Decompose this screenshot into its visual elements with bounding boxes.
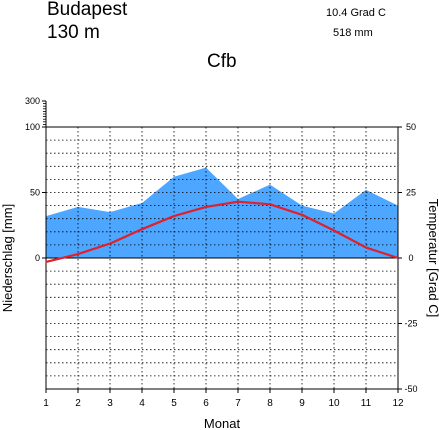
temperature-point [173,215,175,217]
temperature-point [141,228,143,230]
y-tick-label-right: -50 [404,384,417,394]
x-tick-label: 4 [139,398,145,409]
precipitation-area [46,167,398,258]
grid-layer [46,127,398,389]
annual-precipitation: 518 mm [333,27,373,39]
y-axis-label-left: Niederschlag [mm] [0,204,15,312]
y-tick-label-left: 0 [35,253,40,263]
temperature-point [77,253,79,255]
y-tick-label-left: 300 [25,96,40,106]
x-tick-label: 7 [235,398,241,409]
x-tick-label: 8 [267,398,273,409]
precipitation-area-layer [45,167,399,258]
temperature-point [269,203,271,206]
y-tick-label-left: 50 [30,188,40,198]
temperature-point [301,213,303,216]
y-axis-label-right: Temperatur [Grad C] [426,199,439,318]
mean-temperature: 10.4 Grad C [326,7,386,19]
x-tick-label: 3 [107,398,113,409]
x-tick-label: 1 [43,398,49,409]
y-tick-label-right: -25 [404,319,417,329]
x-tick-label: 12 [392,398,404,409]
y-tick-label-left: 100 [25,122,40,132]
x-tick-label: 2 [75,398,81,409]
temperature-line [45,200,399,263]
temperature-point [45,261,47,263]
y-tick-label-right: 0 [408,253,413,263]
station-name: Budapest [47,0,128,20]
x-tick-label: 6 [203,398,209,409]
temperature-point [237,200,239,203]
temperature-point [365,246,367,249]
y-tick-label-right: 50 [406,122,416,132]
temperature-point [333,229,335,232]
climate-class: Cfb [207,51,237,72]
temperature-point [109,242,111,245]
temperature-point [205,206,207,208]
x-tick-label: 11 [361,398,372,409]
station-elevation: 130 m [47,22,100,43]
x-tick-label: 5 [171,398,177,409]
y-tick-label-right: 25 [406,188,416,198]
x-tick-label: 9 [299,398,305,409]
x-axis-label: Monat [204,416,241,430]
x-tick-label: 10 [328,398,340,409]
